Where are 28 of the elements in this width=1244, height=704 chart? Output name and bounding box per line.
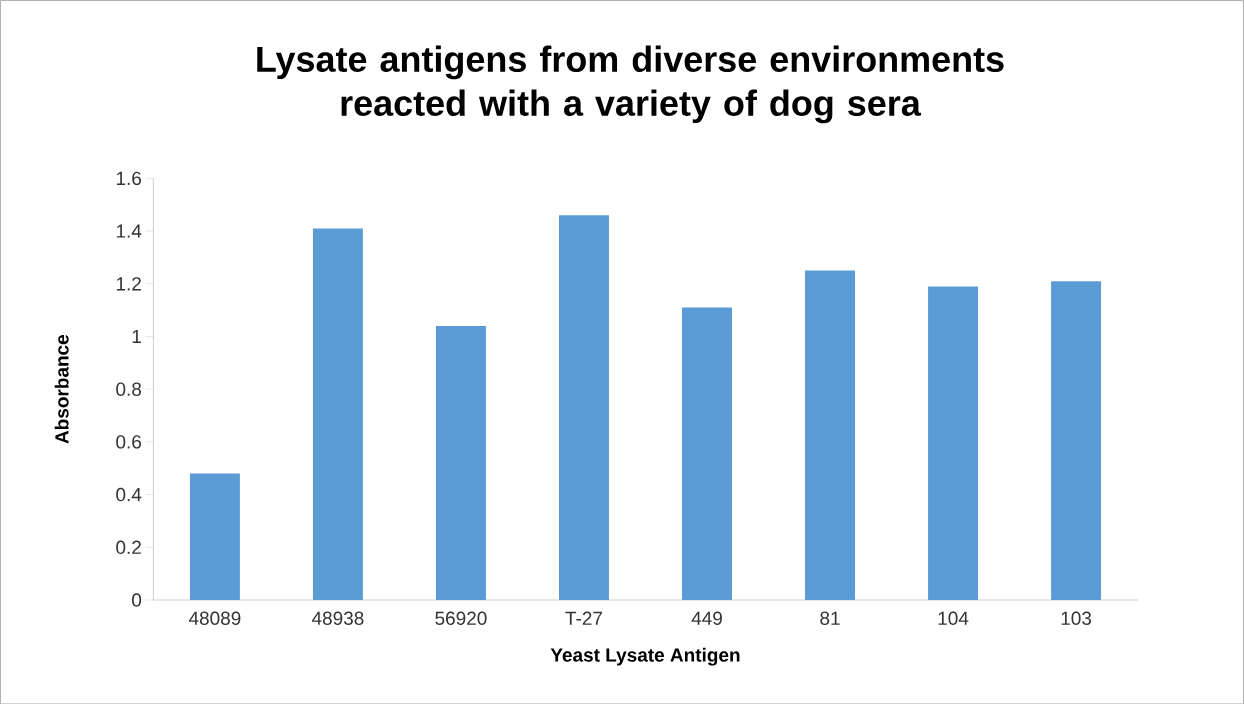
y-tick-label: 1.4 [116, 224, 142, 238]
bar [558, 215, 609, 600]
bar [435, 325, 486, 600]
y-tick-label: 1 [132, 329, 141, 343]
bar [189, 473, 240, 600]
bar [805, 270, 855, 600]
bar [1051, 280, 1102, 600]
y-tick-label: 0.8 [116, 382, 142, 396]
x-axis-title: Yeast Lysate Antigen [550, 647, 740, 666]
x-tick-label: 56920 [435, 611, 487, 625]
bar [928, 286, 979, 600]
y-axis-title: Absorbance [54, 334, 69, 444]
y-tick-label: 0 [132, 593, 142, 607]
y-tick-label: 0.6 [116, 434, 142, 449]
x-tick-label: 48938 [311, 611, 364, 625]
x-tick-label: 103 [1061, 611, 1092, 625]
x-tick-label: 48089 [188, 611, 241, 625]
y-tick-label: 1.2 [116, 276, 141, 291]
x-tick-label: T-27 [565, 611, 603, 625]
bar [682, 307, 732, 600]
x-tick-label: 449 [691, 611, 722, 625]
chart-title: Lysate antigens from diverse environments reacted with a variety of dog sera [257, 45, 1004, 124]
x-tick-label: 104 [938, 611, 969, 625]
y-tick-label: 0.2 [116, 540, 141, 554]
y-tick-label: 0.4 [116, 487, 142, 502]
y-tick-label: 1.6 [116, 171, 142, 185]
bar [312, 228, 363, 600]
x-tick-label: 81 [820, 611, 840, 625]
